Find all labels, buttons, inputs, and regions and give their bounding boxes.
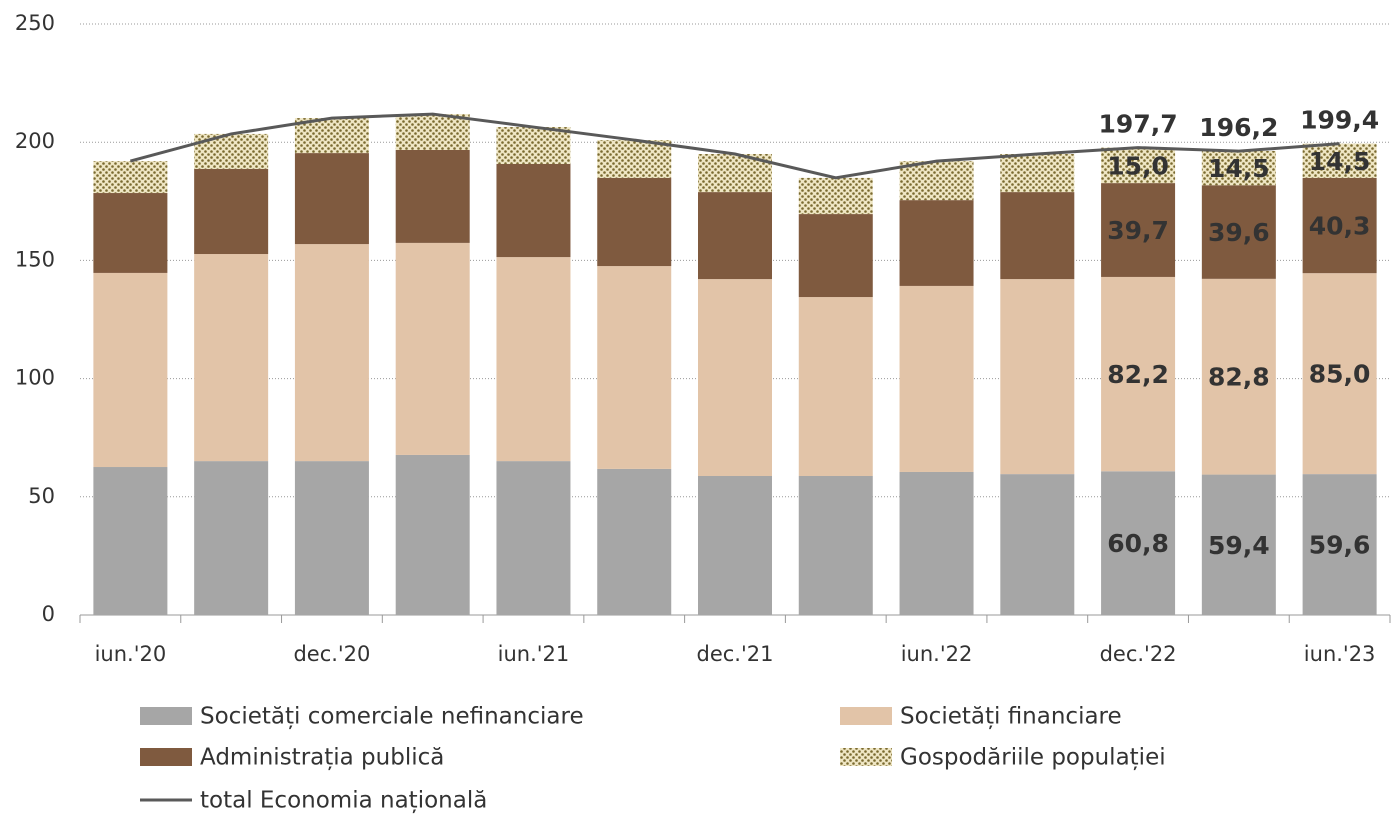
bar-segment — [1101, 183, 1176, 277]
bar-segment — [1000, 192, 1075, 280]
legend-swatch — [840, 707, 892, 725]
x-tick-label: iun.'23 — [1304, 642, 1376, 666]
bar-segment — [899, 285, 974, 472]
legend-label: total Economia națională — [200, 788, 487, 814]
bar-segment — [597, 266, 672, 469]
bar-segment — [194, 254, 269, 462]
x-tick-label: iun.'21 — [498, 642, 570, 666]
bar-segment — [1000, 154, 1075, 193]
bar-segment — [798, 475, 873, 615]
bar-segment — [1101, 147, 1176, 184]
data-label: 59,4 — [1208, 531, 1270, 560]
data-label: 15,0 — [1107, 151, 1169, 180]
bar-segment — [1302, 273, 1377, 475]
bar-segment — [294, 118, 369, 154]
bar-segment — [1302, 177, 1377, 274]
bar-segment — [798, 214, 873, 298]
bar-segment — [395, 242, 470, 455]
bar-segment — [1201, 150, 1276, 186]
data-label: 197,7 — [1099, 110, 1178, 139]
bar-segment — [798, 177, 873, 215]
bar-segment — [93, 193, 168, 273]
data-label: 82,8 — [1208, 363, 1270, 392]
bar-segment — [597, 140, 672, 178]
data-label: 196,2 — [1199, 113, 1278, 142]
data-label: 39,6 — [1208, 218, 1270, 247]
legend-label: Administrația publică — [200, 745, 444, 771]
bar-segment — [899, 200, 974, 286]
data-label: 14,5 — [1309, 147, 1371, 176]
bar-segment — [1000, 474, 1075, 615]
bar-segment — [698, 192, 772, 280]
x-tick-label: dec.'21 — [697, 642, 774, 666]
data-label: 14,5 — [1208, 154, 1270, 183]
bar-segment — [1201, 278, 1276, 475]
legend-swatch — [840, 748, 892, 766]
data-label: 82,2 — [1107, 360, 1169, 389]
bar-segment — [395, 454, 470, 615]
bar-segment — [496, 461, 571, 615]
y-tick-label: 250 — [15, 11, 55, 35]
y-tick-label: 50 — [28, 484, 55, 508]
legend-label: Societăți financiare — [900, 704, 1122, 730]
bar-segment — [1201, 185, 1276, 279]
data-label: 40,3 — [1309, 212, 1371, 241]
bar-segment — [1302, 143, 1377, 178]
bar-segment — [899, 161, 974, 201]
y-tick-label: 0 — [42, 602, 55, 626]
bar-segment — [798, 297, 873, 476]
bar-segment — [194, 133, 269, 169]
x-tick-label: dec.'22 — [1100, 642, 1177, 666]
bar-segment — [93, 467, 168, 615]
bar-segment — [496, 257, 571, 462]
x-tick-label: iun.'22 — [901, 642, 973, 666]
bar-segment — [698, 475, 772, 615]
bar-segment — [294, 153, 369, 245]
y-tick-label: 150 — [15, 247, 55, 271]
bar-segment — [496, 163, 571, 258]
bar-segment — [1101, 471, 1176, 615]
bar-segment — [194, 461, 269, 615]
bar-segment — [698, 279, 772, 476]
data-label: 60,8 — [1107, 529, 1169, 558]
data-label: 199,4 — [1300, 106, 1379, 135]
bar-segment — [395, 150, 470, 243]
bar-segment — [194, 168, 269, 255]
bar-segment — [294, 244, 369, 462]
bar-segment — [496, 127, 571, 164]
y-tick-label: 100 — [15, 366, 55, 390]
bar-segment — [395, 114, 470, 151]
data-label: 59,6 — [1309, 531, 1371, 560]
legend-label: Gospodăriile populației — [900, 745, 1166, 771]
bar-segment — [899, 471, 974, 615]
bar-segment — [597, 177, 672, 267]
legend-label: Societăți comerciale nefinanciare — [200, 704, 584, 730]
total-line — [129, 112, 1340, 180]
x-tick-label: dec.'20 — [293, 642, 370, 666]
legend-swatch — [140, 748, 192, 766]
legend-swatch — [140, 707, 192, 725]
data-label: 39,7 — [1107, 216, 1169, 245]
data-label: 85,0 — [1309, 360, 1371, 389]
bar-segment — [1201, 474, 1276, 615]
bar-segment — [1302, 474, 1377, 615]
bar-segment — [93, 161, 168, 194]
y-tick-label: 200 — [15, 129, 55, 153]
bar-segment — [1000, 279, 1075, 475]
bar-segment — [93, 272, 168, 468]
bar-segment — [597, 468, 672, 615]
bar-segment — [294, 461, 369, 615]
bar-segment — [1101, 276, 1176, 472]
x-tick-label: iun.'20 — [95, 642, 167, 666]
